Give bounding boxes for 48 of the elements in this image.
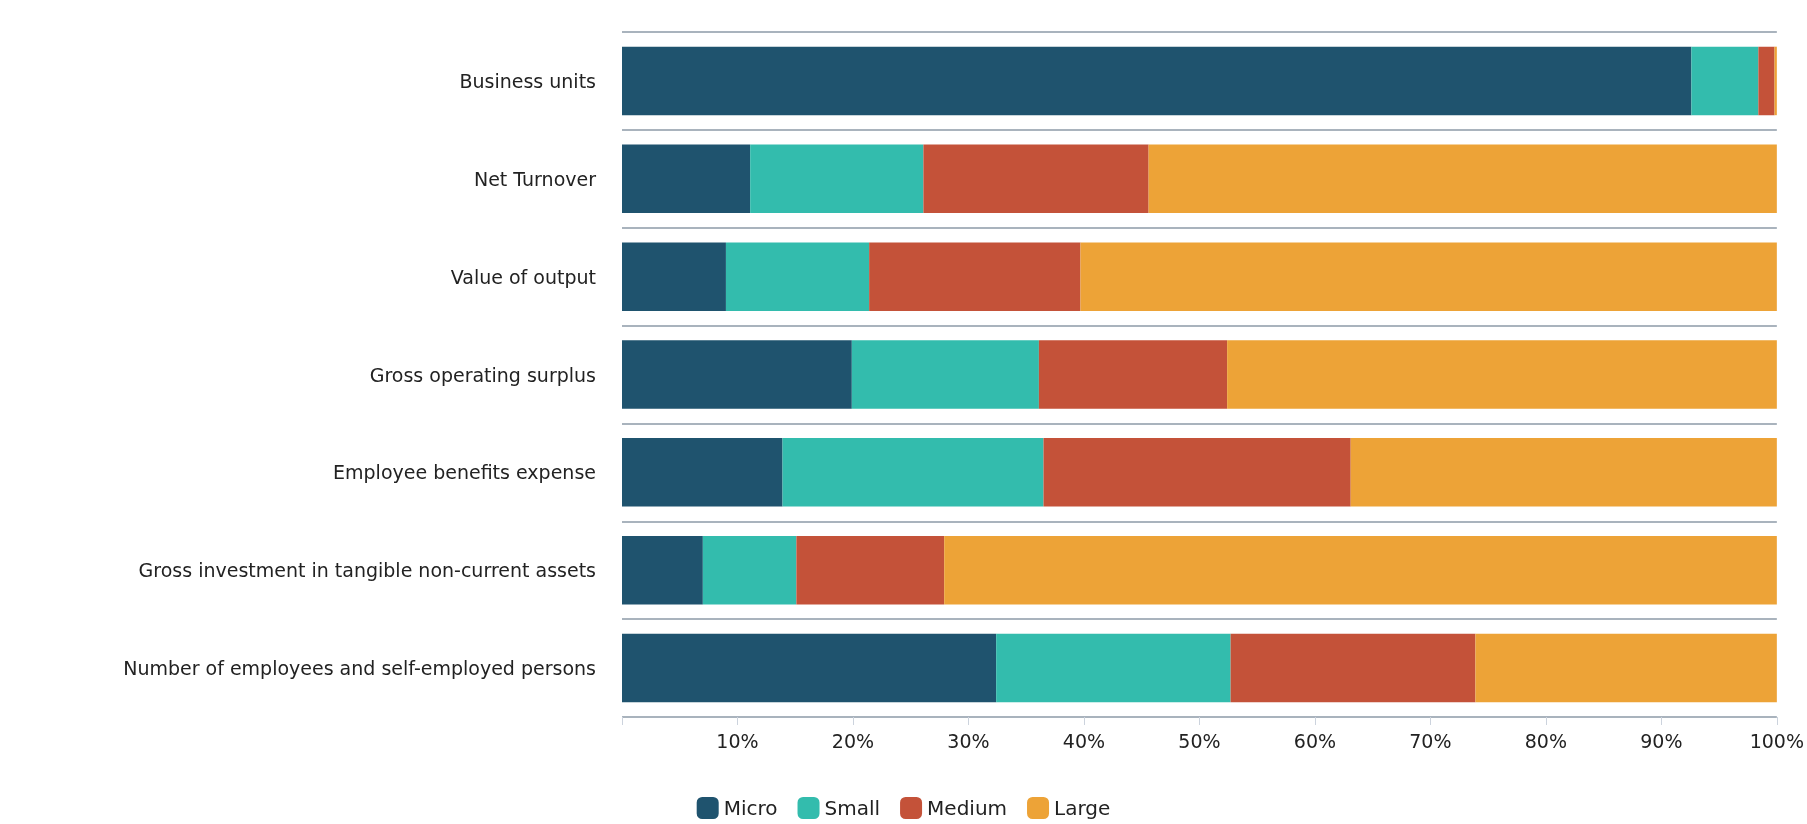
bar — [622, 242, 726, 311]
bar — [1758, 46, 1775, 116]
bar — [622, 633, 997, 703]
bar — [725, 242, 870, 311]
bar — [1691, 46, 1759, 116]
x-tick-label: 60% — [1293, 729, 1337, 752]
bar — [1038, 340, 1228, 409]
bar — [996, 633, 1231, 703]
bar — [1227, 340, 1777, 409]
legend-label: Micro — [723, 796, 778, 820]
bar — [622, 144, 751, 214]
bar — [622, 46, 1692, 116]
bar — [1148, 144, 1777, 214]
bar — [1043, 438, 1351, 507]
bar — [944, 535, 1777, 605]
bar — [923, 144, 1149, 214]
legend-label: Medium — [927, 796, 1008, 820]
bar — [622, 438, 783, 507]
y-tick-label: Business units — [459, 69, 596, 92]
y-tick-label: Gross operating surplus — [369, 363, 596, 386]
bar — [1230, 633, 1476, 703]
bar — [1080, 242, 1777, 311]
y-tick-label: Employee benefits expense — [333, 461, 596, 484]
bar — [622, 340, 852, 409]
bar — [750, 144, 924, 214]
x-tick-label: 20% — [831, 729, 875, 752]
bar — [1350, 438, 1777, 507]
bar — [782, 438, 1044, 507]
bar — [869, 242, 1081, 311]
legend-label: Small — [824, 796, 881, 820]
legend-label: Large — [1054, 796, 1111, 820]
y-tick-label: Net Turnover — [473, 167, 597, 190]
x-tick-label: 100% — [1749, 729, 1804, 752]
x-tick-label: 80% — [1524, 729, 1567, 752]
bar — [796, 535, 945, 605]
x-tick-label: 70% — [1409, 729, 1452, 752]
y-tick-label: Value of output — [450, 265, 596, 288]
bar — [1475, 633, 1777, 703]
x-tick-label: 90% — [1640, 729, 1683, 752]
x-tick-label: 50% — [1178, 729, 1221, 752]
bar — [851, 340, 1039, 409]
y-tick-label: Number of employees and self-employed persons — [123, 657, 596, 680]
x-tick-label: 40% — [1062, 729, 1106, 752]
x-tick-label: 30% — [947, 729, 990, 752]
bar — [622, 535, 703, 605]
bar — [702, 535, 797, 605]
y-tick-label: Gross investment in tangible non-current assets — [138, 559, 596, 582]
x-tick-label: 10% — [716, 729, 759, 752]
